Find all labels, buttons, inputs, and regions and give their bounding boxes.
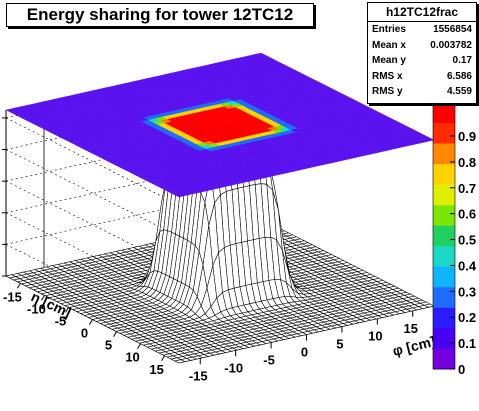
stats-value: 1556854 [433, 24, 472, 35]
palette-segment [433, 348, 455, 370]
stats-row-mean-y: Mean y 0.17 [368, 53, 476, 69]
phi-tick-label: 10 [368, 329, 382, 344]
z-grid-line [5, 117, 180, 206]
stats-value: 4.559 [446, 86, 472, 97]
phi-tick-label: -5 [263, 352, 275, 367]
palette-segment [433, 122, 455, 144]
eta-tick-mark [113, 331, 117, 337]
surface-cell [174, 359, 186, 364]
stats-label: RMS y [372, 86, 403, 97]
palette-tick-label: 0.9 [458, 129, 476, 144]
palette-tick-label: 0 [458, 362, 465, 377]
palette-tick-label: 0.6 [458, 207, 476, 222]
phi-axis-label: φ [cm] [391, 333, 437, 359]
stats-value: 6.586 [446, 70, 472, 82]
z-grid-line [5, 155, 262, 214]
phi-tick-label: -10 [224, 360, 243, 375]
palette-tick-label: 0.5 [458, 233, 476, 248]
eta-tick-label: 0 [81, 326, 88, 341]
z-grid-line [5, 187, 262, 245]
phi-tick-label: 15 [404, 321, 418, 336]
palette-tick-label: 0.3 [458, 284, 476, 299]
z-grid-line [5, 149, 180, 237]
stats-label: Entries [372, 24, 406, 35]
palette-segment [433, 286, 455, 308]
palette-segment [433, 245, 455, 267]
eta-tick-label: -15 [3, 289, 22, 304]
palette-segment [433, 327, 455, 349]
eta-tick-mark [89, 319, 93, 325]
projected-color-map [5, 52, 435, 198]
palette-segment [433, 143, 455, 165]
surface-mesh [5, 124, 435, 364]
palette-segment [433, 163, 455, 185]
palette-segment [433, 204, 455, 226]
stats-row-entries: Entries 1556854 [368, 22, 476, 38]
stats-label: Mean y [372, 55, 406, 66]
stats-row-mean-x: Mean x 0.003782 [368, 38, 476, 54]
stats-row-rms-y: RMS y 4.559 [368, 84, 476, 100]
palette-tick-label: 0.2 [458, 310, 476, 325]
stats-label: Mean x [372, 39, 406, 51]
palette-segment [433, 102, 455, 123]
palette-tick-label: 0.1 [458, 336, 476, 351]
eta-tick-mark [137, 343, 141, 349]
palette-tick-label: 0.8 [458, 155, 476, 170]
color-palette [432, 101, 456, 370]
phi-tick-label: 5 [336, 337, 343, 352]
palette-tick-label: 0.4 [458, 258, 477, 273]
palette-segment [433, 307, 455, 329]
stats-row-rms-x: RMS x 6.586 [368, 69, 476, 85]
stats-value: 0.003782 [430, 39, 472, 51]
phi-tick-label: -15 [189, 368, 208, 383]
stats-label: RMS x [372, 70, 403, 82]
phi-tick-label: 0 [301, 345, 308, 360]
stats-box: h12TC12frac Entries 1556854 Mean x 0.003… [367, 2, 477, 104]
eta-tick-label: 10 [125, 350, 139, 365]
z-axis-ticks: 00.20.40.60.81 [2, 110, 7, 277]
palette-segment [433, 266, 455, 288]
eta-tick-label: 5 [105, 338, 112, 353]
stats-histogram-name: h12TC12frac [368, 3, 476, 22]
eta-tick-mark [161, 355, 166, 362]
palette-segment [433, 225, 455, 247]
plot-title: Energy sharing for tower 12TC12 [6, 3, 314, 27]
stats-value: 0.17 [452, 55, 472, 66]
eta-tick-mark [16, 282, 21, 289]
palette-tick-label: 0.7 [458, 181, 476, 196]
eta-tick-label: 15 [149, 362, 163, 377]
